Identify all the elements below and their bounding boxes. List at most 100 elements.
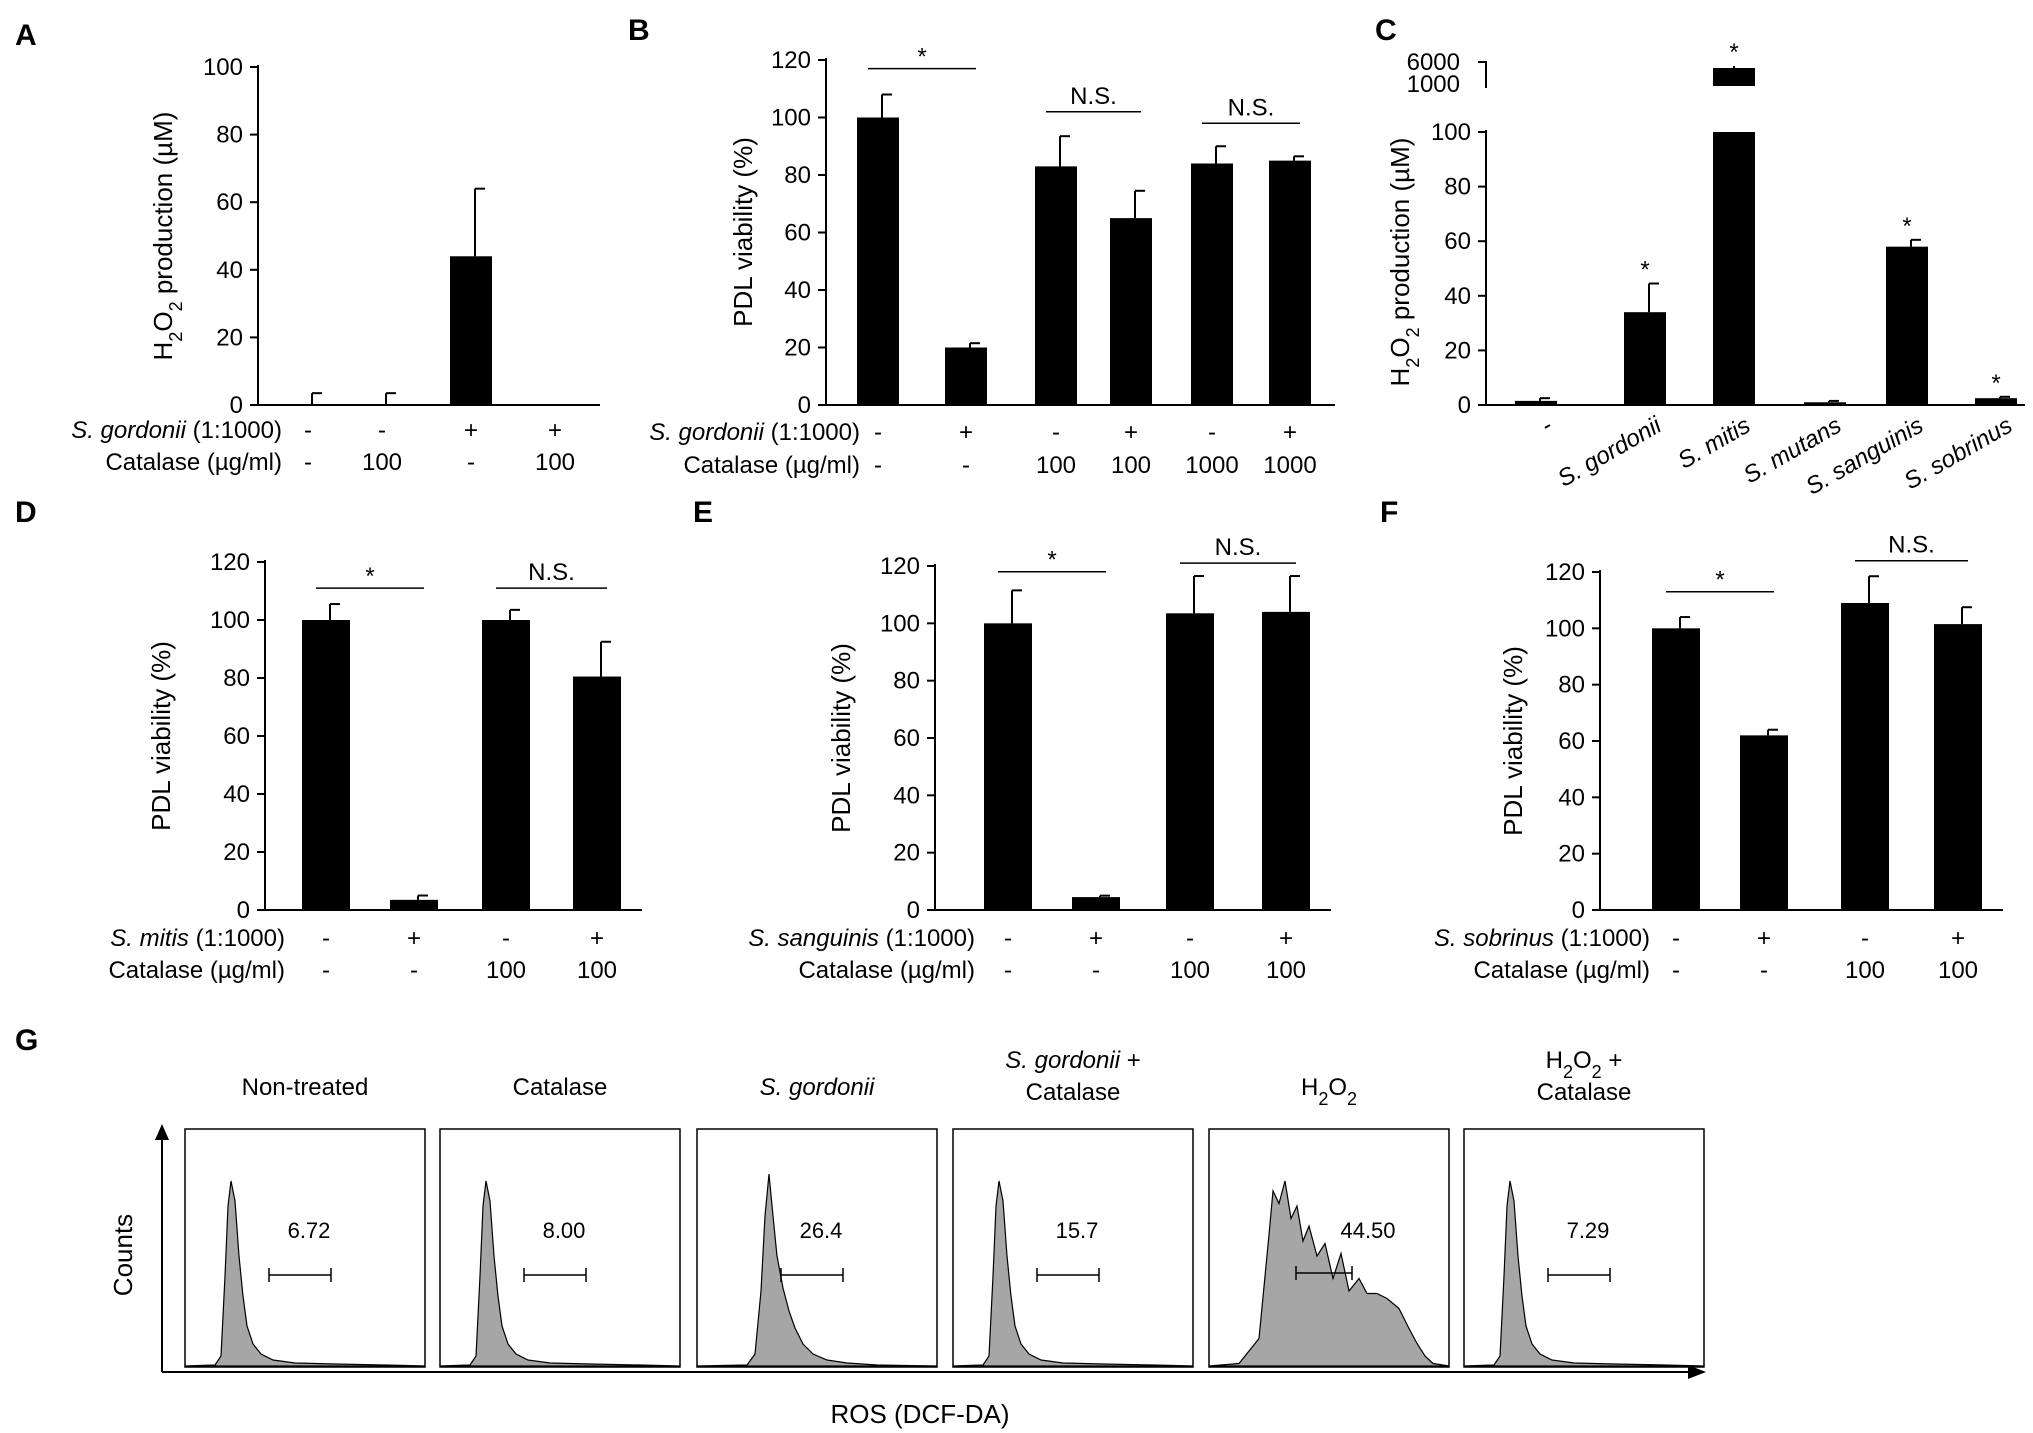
panel-letter-A: A xyxy=(15,19,37,52)
y-axis-label-D: PDL viability (%) xyxy=(146,641,176,831)
histogram-0: 6.72 Non-treated xyxy=(184,1074,426,1368)
plus: + xyxy=(1120,1047,1141,1074)
row2-value-A-1: 100 xyxy=(362,449,402,476)
row1-value-F-0: - xyxy=(1672,925,1680,952)
significance-label-B-0: * xyxy=(917,44,926,71)
bar-D-2 xyxy=(482,620,530,910)
y-axis-label-E: PDL viability (%) xyxy=(826,643,856,833)
y-axis-label-F: PDL viability (%) xyxy=(1498,646,1528,836)
bar-C-4 xyxy=(1886,246,1928,405)
bar-A-2 xyxy=(450,256,492,405)
bar-A-1 xyxy=(361,404,403,405)
significance-label-F-0: * xyxy=(1715,567,1724,594)
bar-A-3 xyxy=(534,404,576,405)
y-tick-label-C: 60 xyxy=(1444,228,1471,255)
row1-value-B-5: + xyxy=(1283,419,1297,446)
row2-label-E: Catalase (µg/ml) xyxy=(798,957,975,984)
bar-E-1 xyxy=(1072,897,1120,910)
row2-label-B: Catalase (µg/ml) xyxy=(683,452,860,479)
y-tick-label-A: 80 xyxy=(216,122,243,149)
row2-value-B-5: 1000 xyxy=(1263,452,1316,479)
significance-label-E-0: * xyxy=(1047,547,1056,574)
histogram-3: 15.7 S. gordonii + Catalase xyxy=(952,1047,1194,1368)
row2-value-B-3: 100 xyxy=(1111,452,1151,479)
text-part: H xyxy=(1546,1047,1563,1074)
significance-label-D-0: * xyxy=(365,563,374,590)
row2-label-D: Catalase (µg/ml) xyxy=(108,957,285,984)
panel-letter-C: C xyxy=(1375,14,1397,47)
axis-break-label-low: 1000 xyxy=(1407,71,1460,98)
panel-letter-G: G xyxy=(15,1024,38,1057)
bar-E-2 xyxy=(1166,613,1214,910)
row1-value-D-3: + xyxy=(590,925,604,952)
axis-break-label-high: 6000 xyxy=(1407,49,1460,76)
histogram-title-5-line2: Catalase xyxy=(1537,1079,1632,1106)
y-tick-label-B: 0 xyxy=(798,392,811,419)
significance-label-B-2: N.S. xyxy=(1228,94,1275,121)
bar-F-0 xyxy=(1652,628,1700,910)
y-tick-label-B: 80 xyxy=(784,162,811,189)
star-C-5: * xyxy=(1991,370,2000,397)
ros-axis-arrow xyxy=(1688,1365,1706,1379)
bar-C-5 xyxy=(1975,398,2017,405)
row2-value-F-3: 100 xyxy=(1938,957,1978,984)
y-tick-label-E: 80 xyxy=(893,668,920,695)
row1-value-F-1: + xyxy=(1757,925,1771,952)
bar-B-5 xyxy=(1269,160,1311,405)
histogram-frame-2 xyxy=(696,1128,938,1368)
histogram-2: 26.4 S. gordonii xyxy=(696,1074,938,1368)
bar-E-3 xyxy=(1262,611,1310,910)
row1-label-B: S. gordonii (1:1000) xyxy=(649,419,860,446)
y-tick-label-B: 120 xyxy=(771,47,811,74)
row1-value-D-2: - xyxy=(502,925,510,952)
organism-name: S. sobrinus xyxy=(1434,925,1554,952)
text-part: production (µM) xyxy=(148,112,178,302)
counts-label: Counts xyxy=(108,1214,138,1296)
row2-value-F-2: 100 xyxy=(1845,957,1885,984)
panel-D: D 0 20 40 60 80 100 120 PDL viability (%) * N.S. S.… xyxy=(15,496,642,984)
histogram-title-4: H2O2 xyxy=(1301,1074,1357,1109)
histogram-title-5-line1: H2O2 + xyxy=(1546,1047,1623,1082)
subscript: 2 xyxy=(1563,1062,1573,1082)
row2-value-E-3: 100 xyxy=(1266,957,1306,984)
significance-label-B-1: N.S. xyxy=(1070,83,1117,110)
y-tick-label-A: 40 xyxy=(216,257,243,284)
row1-label-E: S. sanguinis (1:1000) xyxy=(748,925,975,952)
row1-value-E-3: + xyxy=(1279,925,1293,952)
y-tick-label-D: 0 xyxy=(237,897,250,924)
gate-value-4: 44.50 xyxy=(1340,1218,1395,1243)
row1-value-D-1: + xyxy=(407,925,421,952)
panel-letter-F: F xyxy=(1380,496,1398,529)
organism-name: S. gordonii xyxy=(71,417,186,444)
y-tick-label-E: 0 xyxy=(907,897,920,924)
bar-D-0 xyxy=(302,620,350,910)
panel-letter-D: D xyxy=(15,496,37,529)
row1-value-B-1: + xyxy=(959,419,973,446)
panel-B: B 0 20 40 60 80 100 120 PDL viability (%) * N.S. N.… xyxy=(628,14,1335,479)
y-tick-label-F: 80 xyxy=(1558,672,1585,699)
panel-G: G Counts ROS (DCF-DA) 6.72 Non-treated 8.00 Ca… xyxy=(15,1024,1706,1429)
row1-value-E-1: + xyxy=(1089,925,1103,952)
histogram-frame-0 xyxy=(184,1128,426,1368)
ratio: (1:1000) xyxy=(879,925,975,952)
y-tick-label-C: 40 xyxy=(1444,283,1471,310)
y-tick-label-F: 60 xyxy=(1558,728,1585,755)
bar-top-C-2 xyxy=(1713,68,1755,86)
bar-E-0 xyxy=(984,623,1032,910)
y-axis-label-B: PDL viability (%) xyxy=(728,137,758,327)
y-tick-label-F: 0 xyxy=(1572,897,1585,924)
subscript: 2 xyxy=(1592,1062,1602,1082)
text-part: O xyxy=(1328,1074,1347,1101)
histogram-title-1: Catalase xyxy=(513,1074,608,1101)
row2-value-E-0: - xyxy=(1004,957,1012,984)
histogram-curve-2 xyxy=(696,1173,938,1367)
star-C-4: * xyxy=(1902,213,1911,240)
organism-name: S. gordonii xyxy=(1005,1047,1120,1074)
bar-C-3 xyxy=(1804,402,1846,405)
gate-value-1: 8.00 xyxy=(543,1218,586,1243)
bar-F-2 xyxy=(1841,602,1889,910)
y-tick-label-A: 60 xyxy=(216,189,243,216)
significance-label-E-1: N.S. xyxy=(1215,534,1262,561)
